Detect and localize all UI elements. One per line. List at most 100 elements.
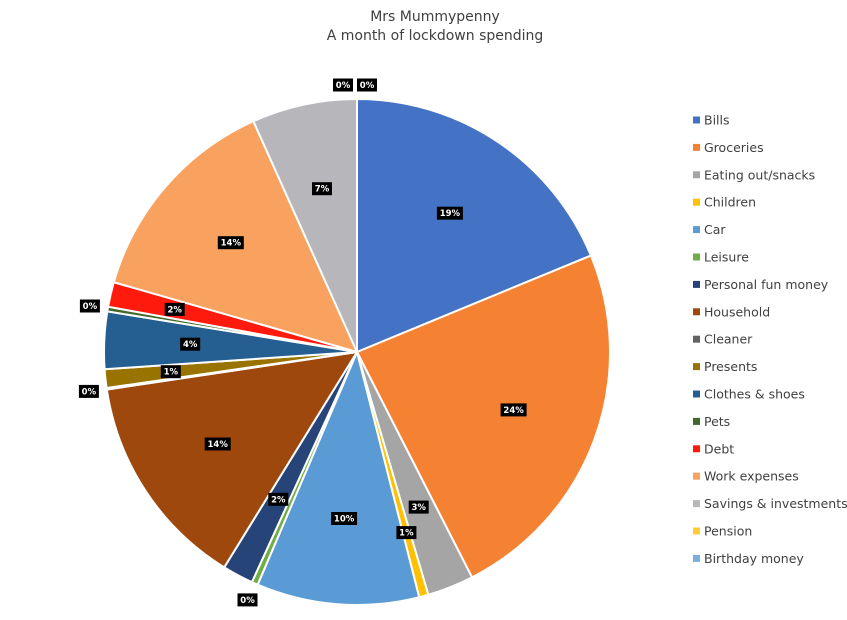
legend-label: Pension xyxy=(704,524,752,539)
data-label-bills: 19% xyxy=(436,206,463,220)
data-label-box xyxy=(331,512,358,525)
legend-label: Personal fun money xyxy=(704,277,829,292)
data-label-text: 1% xyxy=(399,529,414,539)
data-label-text: 4% xyxy=(183,340,198,350)
data-label-box xyxy=(180,337,201,351)
data-label-children: 1% xyxy=(396,526,417,540)
data-label-birthday-money: 0% xyxy=(357,78,377,92)
legend-item-presents: Presents xyxy=(693,359,757,374)
pie-slices xyxy=(103,97,611,607)
data-label-household: 14% xyxy=(204,437,231,451)
data-label-text: 14% xyxy=(221,239,242,249)
legend-item-pets: Pets xyxy=(693,414,730,429)
legend-label: Car xyxy=(704,222,726,237)
legend-item-clothes-shoes: Clothes & shoes xyxy=(693,387,805,402)
data-label-clothes-shoes: 4% xyxy=(180,337,201,351)
legend-label: Household xyxy=(704,304,770,319)
legend-item-debt: Debt xyxy=(693,441,734,456)
pie-slice-household xyxy=(105,350,359,569)
legend-swatch xyxy=(693,116,700,124)
data-label-pension: 0% xyxy=(333,78,353,92)
legend-item-birthday-money: Birthday money xyxy=(693,551,804,566)
legend-label: Debt xyxy=(704,441,734,456)
legend-swatch xyxy=(693,472,700,480)
pie-slice-savings-investments xyxy=(252,97,358,353)
data-label-text: 2% xyxy=(167,305,182,315)
legend-item-work-expenses: Work expenses xyxy=(693,469,799,484)
legend-item-groceries: Groceries xyxy=(693,140,764,155)
data-label-text: 24% xyxy=(503,406,524,416)
legend-label: Savings & investments xyxy=(704,496,847,511)
legend-item-bills: Bills xyxy=(693,113,730,128)
data-label-debt: 2% xyxy=(164,302,185,316)
data-label-text: 0% xyxy=(360,81,375,91)
legend-label: Bills xyxy=(704,113,730,128)
data-label-box xyxy=(333,78,353,92)
data-label-text: 10% xyxy=(334,515,355,525)
data-label-box xyxy=(312,182,332,196)
legend-item-eating-out-snacks: Eating out/snacks xyxy=(693,167,815,182)
legend-swatch xyxy=(693,143,700,151)
pie-slice-bills xyxy=(356,97,593,354)
legend-swatch xyxy=(693,226,700,234)
legend-label: Birthday money xyxy=(704,551,804,566)
data-label-box xyxy=(204,437,231,451)
legend-swatch xyxy=(693,198,700,206)
data-label-text: 2% xyxy=(271,495,286,505)
data-label-text: 0% xyxy=(82,387,97,397)
legend-label: Cleaner xyxy=(704,332,753,347)
legend-label: Clothes & shoes xyxy=(704,387,805,402)
legend-item-household: Household xyxy=(693,304,770,319)
data-label-leisure: 0% xyxy=(237,593,258,607)
data-label-box xyxy=(436,206,463,220)
data-label-personal-fun-money: 2% xyxy=(268,492,289,506)
data-label-box xyxy=(164,302,185,316)
data-label-eating-out-snacks: 3% xyxy=(408,500,429,514)
data-label-pets: 0% xyxy=(79,299,100,313)
legend-label: Eating out/snacks xyxy=(704,167,815,182)
legend-swatch xyxy=(693,445,700,453)
data-label-text: 0% xyxy=(83,302,98,312)
legend-swatch xyxy=(693,500,700,508)
data-label-text: 3% xyxy=(411,503,426,513)
data-labels: 19% 24% 3% 1% 10% 0% 2% 14% 0% 1% 4% 0% 2% 14% 7% 0% 0% xyxy=(78,78,527,607)
data-label-box xyxy=(217,236,244,250)
legend-label: Children xyxy=(704,195,756,210)
data-label-box xyxy=(79,299,100,313)
legend-swatch xyxy=(693,253,700,261)
data-label-presents: 1% xyxy=(160,365,181,379)
chart-subtitle: A month of lockdown spending xyxy=(327,28,544,44)
pie-slice-groceries xyxy=(355,254,611,579)
legend-swatch xyxy=(693,417,700,425)
legend-item-pension: Pension xyxy=(693,524,752,539)
legend-swatch xyxy=(693,171,700,179)
legend-item-car: Car xyxy=(693,222,726,237)
data-label-box xyxy=(78,384,99,398)
legend-item-personal-fun-money: Personal fun money xyxy=(693,277,829,292)
legend-item-leisure: Leisure xyxy=(693,250,749,265)
data-label-text: 0% xyxy=(240,596,255,606)
legend-swatch xyxy=(693,554,700,562)
legend-swatch xyxy=(693,390,700,398)
data-label-text: 19% xyxy=(440,209,461,219)
data-label-box xyxy=(160,365,181,379)
data-label-work-expenses: 14% xyxy=(217,236,244,250)
legend-label: Groceries xyxy=(704,140,764,155)
pie-slice-car xyxy=(256,348,421,607)
data-label-cleaner: 0% xyxy=(78,384,99,398)
legend-item-savings-investments: Savings & investments xyxy=(693,496,847,511)
data-label-box xyxy=(357,78,377,92)
legend-label: Presents xyxy=(704,359,757,374)
legend-label: Leisure xyxy=(704,250,749,265)
data-label-text: 1% xyxy=(164,368,179,378)
data-label-box xyxy=(500,403,527,417)
data-label-text: 14% xyxy=(208,440,229,450)
legend-swatch xyxy=(693,280,700,288)
data-label-box xyxy=(408,500,429,514)
data-label-groceries: 24% xyxy=(500,403,527,417)
data-label-text: 0% xyxy=(336,81,351,91)
legend: Bills Groceries Eating out/snacks Children C… xyxy=(693,113,847,566)
legend-item-cleaner: Cleaner xyxy=(693,332,753,347)
legend-swatch xyxy=(693,363,700,371)
